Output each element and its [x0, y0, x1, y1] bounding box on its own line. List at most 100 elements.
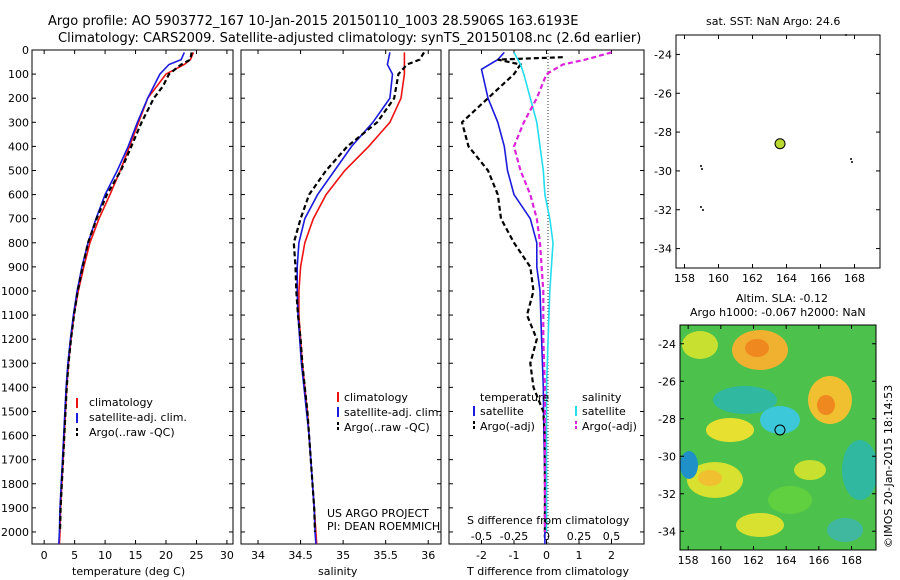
legend-label-t-argo: Argo(-adj) [480, 420, 535, 433]
y-tick-label: 1100 [1, 309, 29, 322]
x-tick-label: 164 [776, 554, 797, 567]
temperature-panel: 0 5 10 15 20 25 300100200300400500600700800900… [1, 44, 234, 578]
x-tick-label: 166 [808, 554, 829, 567]
salinity-panel: 34 34.5 35 35.5 36 salinity climatology sate… [240, 49, 442, 578]
legend-label-satellite-adj: satellite-adj. clim. [89, 411, 187, 424]
series-line-argo-raw-qc [292, 51, 425, 533]
y-tick-label: 400 [8, 140, 29, 153]
y-tick-label: 300 [8, 116, 29, 129]
x-tick-label: 160 [710, 554, 731, 567]
y-tick-label: -30 [654, 165, 672, 178]
x-tick-label-top: -0.5 [471, 530, 492, 543]
salinity-frame [240, 49, 442, 545]
sla-blob [745, 339, 769, 357]
difference-xlabel: T difference from climatology [466, 565, 629, 578]
y-tick-label: 500 [8, 164, 29, 177]
temperature-axes: 0 5 10 15 20 25 300100200300400500600700800900… [1, 44, 234, 562]
sla-heatmap [680, 325, 876, 550]
difference-lines [460, 51, 612, 544]
y-tick-label: 2000 [1, 526, 29, 539]
temperature-lines [58, 52, 195, 545]
y-tick-label: 1900 [1, 502, 29, 515]
x-tick-label: 34.5 [288, 549, 313, 562]
x-tick-label-top: -0.25 [500, 530, 528, 543]
legend-label-s-satellite: satellite [582, 405, 626, 418]
y-tick-label: 1500 [1, 405, 29, 418]
x-tick-label: 20 [159, 549, 173, 562]
project-credit: US ARGO PROJECT [327, 507, 429, 520]
x-tick-label: 158 [674, 272, 695, 285]
legend-label-climatology: climatology [344, 391, 408, 404]
y-tick-label: -32 [654, 204, 672, 217]
x-tick-label-top: 0.5 [603, 530, 621, 543]
island-dot [851, 161, 853, 163]
sla-map-axes: 158 160 162 164 166 168 -24 -26 -28 -30 -32 -34 [658, 325, 876, 567]
x-tick-label: 34 [251, 549, 265, 562]
difference-legend: temperature salinity satellite Argo(-adj… [473, 391, 637, 433]
x-tick-label: 168 [844, 272, 865, 285]
legend-header-salinity: salinity [582, 391, 622, 404]
salinity-legend: climatology satellite-adj. clim. Argo(..… [337, 391, 442, 434]
sst-map-frame [675, 34, 881, 269]
sst-map-panel: sat. SST: NaN Argo: 24.6 158 160 162 164 166… [654, 15, 881, 285]
x-tick-label: 158 [678, 554, 699, 567]
sla-map-title-line1: Altim. SLA: -0.12 [736, 292, 828, 305]
sst-map-title: sat. SST: NaN Argo: 24.6 [706, 15, 840, 28]
y-tick-label: 200 [8, 92, 29, 105]
difference-axes: -2 -0.5 -1 -0.25 0 0 1 0.25 2 0.5 [449, 49, 644, 562]
legend-label-climatology: climatology [89, 396, 153, 409]
sla-blob [817, 395, 835, 415]
y-tick-label: 900 [8, 261, 29, 274]
sla-map-title-line2: Argo h1000: -0.067 h2000: NaN [690, 306, 866, 319]
legend-header-temperature: temperature [480, 391, 549, 404]
sla-map-points [774, 424, 786, 436]
sla-blob [794, 460, 826, 480]
y-tick-label: 1200 [1, 333, 29, 346]
y-tick-label: -26 [654, 87, 672, 100]
title-line1: Argo profile: AO 5903772_167 10-Jan-2015… [48, 14, 578, 29]
y-tick-label: 700 [8, 213, 29, 226]
y-tick-label: 1800 [1, 478, 29, 491]
series-line-satellite-adj-clim [58, 52, 186, 545]
temperature-frame [31, 49, 234, 545]
series-line-argo-raw-qc [58, 52, 193, 533]
island-dot [701, 168, 703, 170]
x-tick-label: 164 [776, 272, 797, 285]
x-tick-label-top: 0.25 [567, 530, 592, 543]
legend-label-argo: Argo(..raw -QC) [344, 421, 430, 434]
y-tick-label: -28 [654, 126, 672, 139]
x-tick-label: 168 [841, 554, 862, 567]
sla-map-frame [679, 324, 877, 551]
pi-credit: PI: DEAN ROEMMICH [327, 520, 440, 533]
y-tick-label: 1000 [1, 285, 29, 298]
y-tick-label: -28 [658, 413, 676, 426]
x-tick-label: 35 [336, 549, 350, 562]
y-tick-label: 0 [22, 44, 29, 57]
y-tick-label: 1600 [1, 430, 29, 443]
argo-position-marker [774, 424, 786, 436]
sla-map-panel: Altim. SLA: -0.12 Argo h1000: -0.067 h20… [658, 292, 895, 567]
sst-map-coast [700, 34, 853, 211]
argo-position-marker [774, 138, 786, 150]
x-tick-label: 1 [576, 549, 583, 562]
x-tick-label: -2 [476, 549, 487, 562]
sla-blob [680, 451, 698, 479]
x-tick-label: 36 [421, 549, 435, 562]
salinity-axes: 34 34.5 35 35.5 36 [241, 49, 441, 562]
series-line-temperature-argo-adj [460, 56, 563, 532]
y-tick-label: -34 [654, 243, 672, 256]
x-tick-label: 35.5 [373, 549, 398, 562]
y-tick-label: 100 [8, 68, 29, 81]
salinity-lines [292, 51, 425, 545]
island-dot [700, 206, 702, 208]
y-tick-label: -26 [658, 375, 676, 388]
temperature-legend: climatology satellite-adj. clim. Argo(..… [76, 396, 187, 439]
sla-blob [842, 440, 876, 500]
x-tick-label: 160 [708, 272, 729, 285]
difference-panel: -2 -0.5 -1 -0.25 0 0 1 0.25 2 0.5 S difference fr… [448, 49, 645, 578]
series-line-salinity-satellite [513, 52, 554, 532]
sla-blob [713, 386, 777, 414]
y-tick-label: -30 [658, 450, 676, 463]
x-tick-label: 10 [98, 549, 112, 562]
